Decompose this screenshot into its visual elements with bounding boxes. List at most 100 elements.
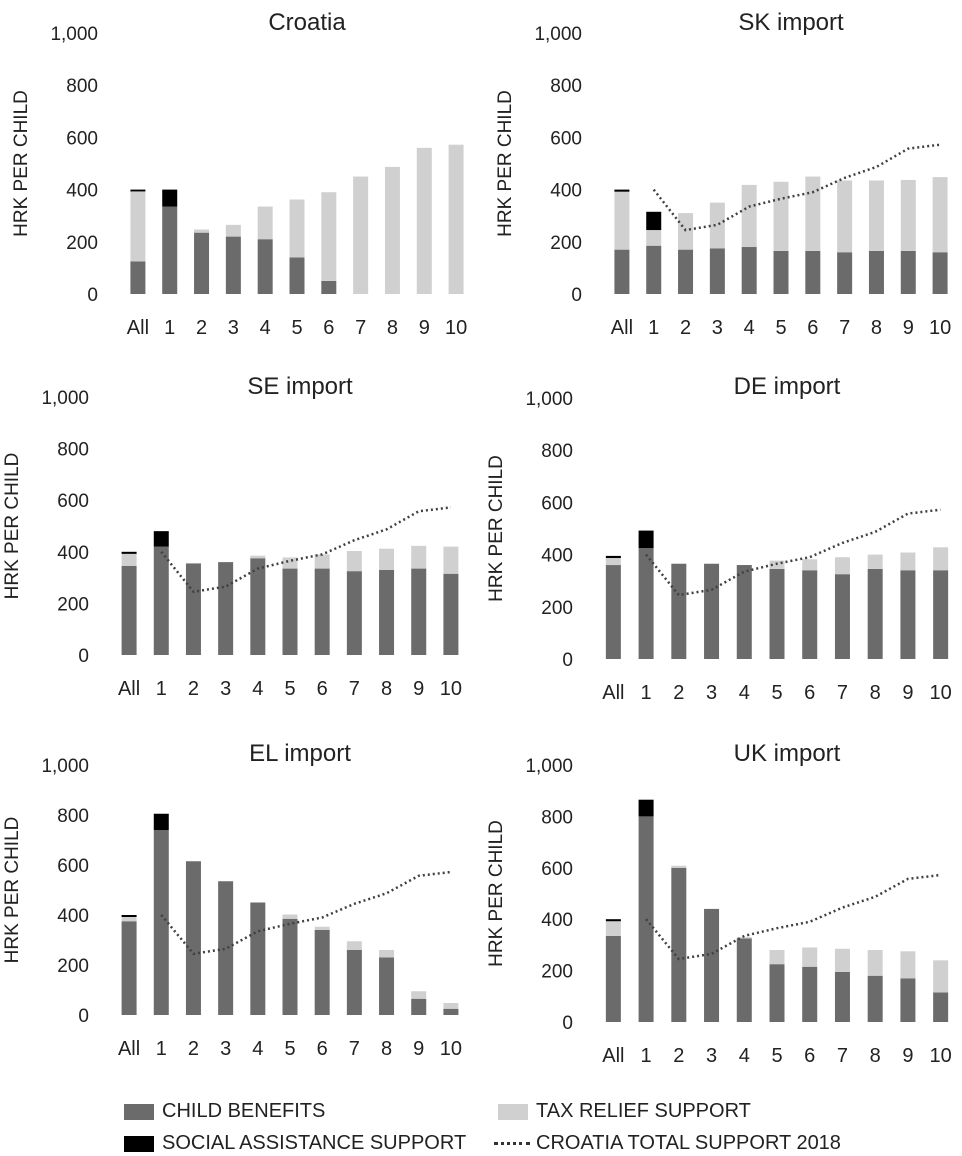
- y-axis-label: HRK PER CHILD: [486, 820, 507, 967]
- bar-child-benefits: [379, 569, 395, 655]
- x-tick-label: 10: [930, 1045, 952, 1067]
- bar-child-benefits: [443, 573, 459, 655]
- x-tick-label: 5: [775, 317, 786, 339]
- y-axis-label: HRK PER CHILD: [11, 90, 32, 237]
- chart-title: SK import: [738, 9, 844, 36]
- bar-child-benefits: [314, 930, 330, 1015]
- y-tick-label: 600: [550, 128, 582, 149]
- bar-tax-relief: [932, 177, 948, 253]
- x-tick-label: 8: [381, 678, 392, 700]
- bar-child-benefits: [769, 568, 785, 659]
- x-tick-label: 2: [680, 317, 691, 339]
- bar-tax-relief: [868, 180, 884, 251]
- bar-tax-relief: [605, 921, 621, 936]
- x-tick-label: 4: [260, 317, 271, 339]
- x-tick-label: 2: [196, 317, 207, 339]
- x-tick-label: 1: [641, 1045, 652, 1067]
- croatia-total-line: [652, 143, 941, 232]
- legend-item-child-benefits: CHILD BENEFITS: [124, 1100, 325, 1123]
- x-tick-label: 10: [929, 317, 951, 339]
- bar-tax-relief: [837, 180, 853, 253]
- bar-tax-relief: [416, 147, 432, 294]
- bar-child-benefits: [678, 249, 694, 294]
- croatia-total-line: [160, 870, 452, 956]
- bar-child-benefits: [834, 971, 850, 1022]
- bar-child-benefits: [900, 978, 916, 1022]
- bar-child-benefits: [379, 957, 395, 1015]
- x-tick-label: 5: [771, 682, 782, 704]
- bar-child-benefits: [773, 250, 789, 294]
- y-tick-label: 800: [541, 441, 573, 462]
- bar-tax-relief: [867, 950, 883, 976]
- y-tick-label: 200: [550, 233, 582, 254]
- chart-title: EL import: [249, 740, 351, 767]
- y-tick-label: 0: [571, 285, 582, 306]
- x-tick-label: 8: [381, 1038, 392, 1060]
- x-tick-label: 4: [739, 682, 750, 704]
- bar-child-benefits: [321, 280, 337, 294]
- x-tick-label: 9: [903, 317, 914, 339]
- bar-tax-relief: [646, 230, 662, 246]
- bar-child-benefits: [257, 239, 273, 294]
- x-tick-label: 1: [164, 317, 175, 339]
- bar-tax-relief: [709, 202, 725, 249]
- bar-tax-relief: [805, 176, 821, 251]
- bar-tax-relief: [384, 166, 400, 294]
- bar-child-benefits: [443, 1008, 459, 1015]
- x-tick-label: 2: [673, 682, 684, 704]
- bar-child-benefits: [933, 992, 949, 1022]
- x-tick-label: 10: [445, 317, 467, 339]
- y-tick-label: 200: [57, 594, 89, 615]
- y-tick-label: 200: [541, 598, 573, 619]
- y-tick-label: 1,000: [41, 756, 89, 777]
- bar-tax-relief: [411, 545, 427, 569]
- bar-child-benefits: [671, 563, 687, 659]
- bar-child-benefits: [805, 250, 821, 294]
- bar-child-benefits: [736, 938, 752, 1022]
- bar-tax-relief: [282, 557, 298, 569]
- x-tick-label: 10: [440, 1038, 462, 1060]
- legend-swatch-croatia-total: [494, 1142, 530, 1145]
- bar-child-benefits: [346, 950, 362, 1015]
- x-tick-label: 9: [413, 1038, 424, 1060]
- bar-child-benefits: [411, 998, 427, 1015]
- x-tick-label: 7: [349, 1038, 360, 1060]
- bar-child-benefits: [837, 252, 853, 294]
- y-tick-label: 600: [541, 493, 573, 514]
- bar-tax-relief: [443, 546, 459, 574]
- x-tick-label: All: [602, 682, 624, 704]
- y-axis-label: HRK PER CHILD: [2, 817, 23, 964]
- bar-child-benefits: [218, 881, 234, 1015]
- y-tick-label: 800: [541, 807, 573, 828]
- bar-social-assistance: [638, 530, 654, 549]
- x-tick-label: All: [118, 1038, 140, 1060]
- x-tick-label: 3: [712, 317, 723, 339]
- y-tick-label: 0: [78, 1006, 89, 1027]
- bar-child-benefits: [867, 568, 883, 659]
- x-tick-label: 8: [870, 682, 881, 704]
- bar-child-benefits: [218, 562, 234, 655]
- legend-item-croatia-total: CROATIA TOTAL SUPPORT 2018: [494, 1132, 841, 1155]
- x-tick-label: 7: [349, 678, 360, 700]
- y-tick-label: 800: [550, 76, 582, 97]
- bar-child-benefits: [638, 548, 654, 659]
- bar-child-benefits: [282, 918, 298, 1015]
- bar-tax-relief: [225, 224, 241, 237]
- bar-tax-relief: [250, 555, 266, 559]
- croatia-total-line: [645, 508, 941, 597]
- x-tick-label: All: [611, 317, 633, 339]
- x-tick-label: 9: [413, 678, 424, 700]
- y-tick-label: 800: [57, 440, 89, 461]
- y-tick-label: 0: [78, 646, 89, 667]
- x-tick-label: 5: [291, 317, 302, 339]
- y-tick-label: 200: [57, 956, 89, 977]
- y-tick-label: 400: [541, 910, 573, 931]
- bar-child-benefits: [802, 966, 818, 1022]
- bar-tax-relief: [353, 176, 369, 294]
- x-tick-label: All: [127, 317, 149, 339]
- y-tick-label: 600: [66, 128, 98, 149]
- legend-swatch-child-benefits: [124, 1103, 154, 1120]
- x-tick-label: 1: [156, 678, 167, 700]
- x-tick-label: 5: [771, 1045, 782, 1067]
